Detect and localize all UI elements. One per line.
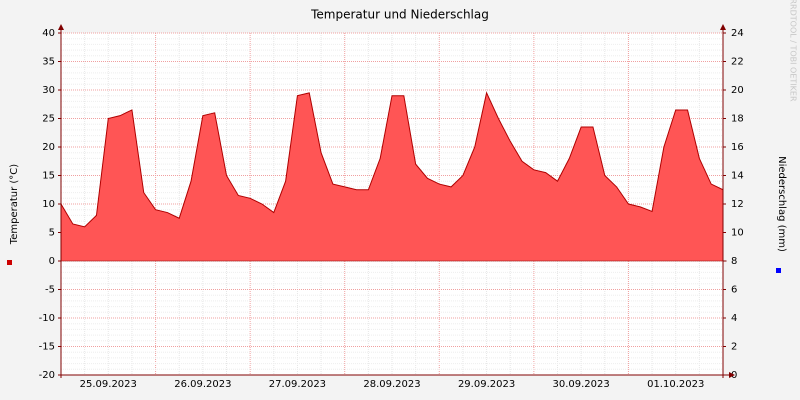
y-tick-label: 15 bbox=[42, 171, 55, 182]
watermark: RRDTOOL / TOBI OETIKER bbox=[789, 0, 798, 102]
y-axis-label: Temperatur (°C) bbox=[9, 164, 20, 245]
y2-tick-label: 16 bbox=[731, 142, 744, 153]
axis-arrow bbox=[58, 24, 64, 30]
y-tick-label: 30 bbox=[42, 85, 55, 96]
y-tick-label: 0 bbox=[49, 256, 55, 267]
x-tick-label: 01.10.2023 bbox=[647, 379, 704, 390]
y-tick-label: 20 bbox=[42, 142, 55, 153]
x-tick-label: 27.09.2023 bbox=[269, 379, 326, 390]
y-tick-label: -20 bbox=[39, 370, 55, 381]
y-tick-label: 25 bbox=[42, 114, 55, 125]
y2-tick-label: 8 bbox=[731, 256, 737, 267]
y-tick-label: 10 bbox=[42, 199, 55, 210]
y2-tick-label: 18 bbox=[731, 114, 744, 125]
temperature-line bbox=[60, 91, 724, 228]
temperature-area bbox=[61, 92, 723, 261]
y2-tick-label: 20 bbox=[731, 85, 744, 96]
legend-marker bbox=[7, 260, 12, 265]
y-tick-label: 5 bbox=[49, 228, 55, 239]
x-tick-label: 28.09.2023 bbox=[363, 379, 420, 390]
y2-tick-label: 0 bbox=[731, 370, 737, 381]
axis-arrow bbox=[720, 24, 726, 30]
y2-tick-label: 22 bbox=[731, 57, 744, 68]
legend-marker-y2 bbox=[776, 268, 781, 273]
y2-tick-label: 24 bbox=[731, 28, 744, 39]
y-tick-label: 40 bbox=[42, 28, 55, 39]
y2-tick-label: 12 bbox=[731, 199, 744, 210]
y2-tick-label: 14 bbox=[731, 171, 744, 182]
y2-tick-label: 10 bbox=[731, 228, 744, 239]
x-tick-label: 25.09.2023 bbox=[80, 379, 137, 390]
x-tick-label: 26.09.2023 bbox=[174, 379, 231, 390]
y2-tick-label: 6 bbox=[731, 285, 737, 296]
x-tick-label: 30.09.2023 bbox=[553, 379, 610, 390]
y2-tick-label: 4 bbox=[731, 313, 737, 324]
axis-arrow bbox=[729, 372, 735, 378]
y-tick-label: 35 bbox=[42, 57, 55, 68]
y2-axis-label: Niederschlag (mm) bbox=[776, 156, 787, 252]
y-tick-label: -5 bbox=[45, 285, 55, 296]
y2-tick-label: 2 bbox=[731, 342, 737, 353]
y-tick-label: -10 bbox=[39, 313, 55, 324]
chart-title: Temperatur und Niederschlag bbox=[310, 8, 489, 22]
x-tick-label: 29.09.2023 bbox=[458, 379, 515, 390]
y-tick-label: -15 bbox=[39, 342, 55, 353]
